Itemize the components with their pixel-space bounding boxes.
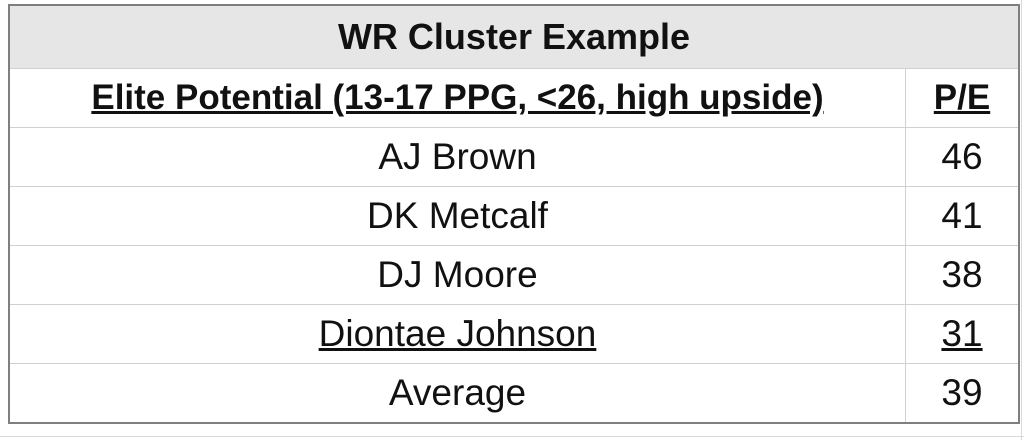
table-row: Average 39 (8, 363, 1020, 424)
player-name: AJ Brown (8, 127, 906, 187)
header-cell: Elite Potential (13-17 PPG, <26, high up… (8, 68, 906, 128)
table-title: WR Cluster Example (8, 4, 1020, 69)
table-row: AJ Brown 46 (8, 127, 1020, 187)
player-name: DK Metcalf (8, 186, 906, 246)
header-cell: P/E (905, 68, 1020, 128)
pe-value: 46 (905, 127, 1020, 187)
table-row: DK Metcalf 41 (8, 186, 1020, 246)
pe-value: 41 (905, 186, 1020, 246)
sheet-gridline (1021, 0, 1022, 440)
player-name: Diontae Johnson (8, 304, 906, 364)
cluster-table: WR Cluster Example Elite Potential (13-1… (8, 4, 1020, 424)
title-row: WR Cluster Example (8, 4, 1020, 69)
player-name-text: Diontae Johnson (318, 313, 597, 354)
header-row: Elite Potential (13-17 PPG, <26, high up… (8, 68, 1020, 128)
table-row: Diontae Johnson 31 (8, 304, 1020, 364)
average-value: 39 (905, 363, 1020, 424)
pe-value: 31 (905, 304, 1020, 364)
pe-value: 38 (905, 245, 1020, 305)
sheet-gridline (0, 436, 1024, 437)
pe-value-text: 31 (941, 313, 983, 354)
table-row: DJ Moore 38 (8, 245, 1020, 305)
player-name: DJ Moore (8, 245, 906, 305)
average-label: Average (8, 363, 906, 424)
